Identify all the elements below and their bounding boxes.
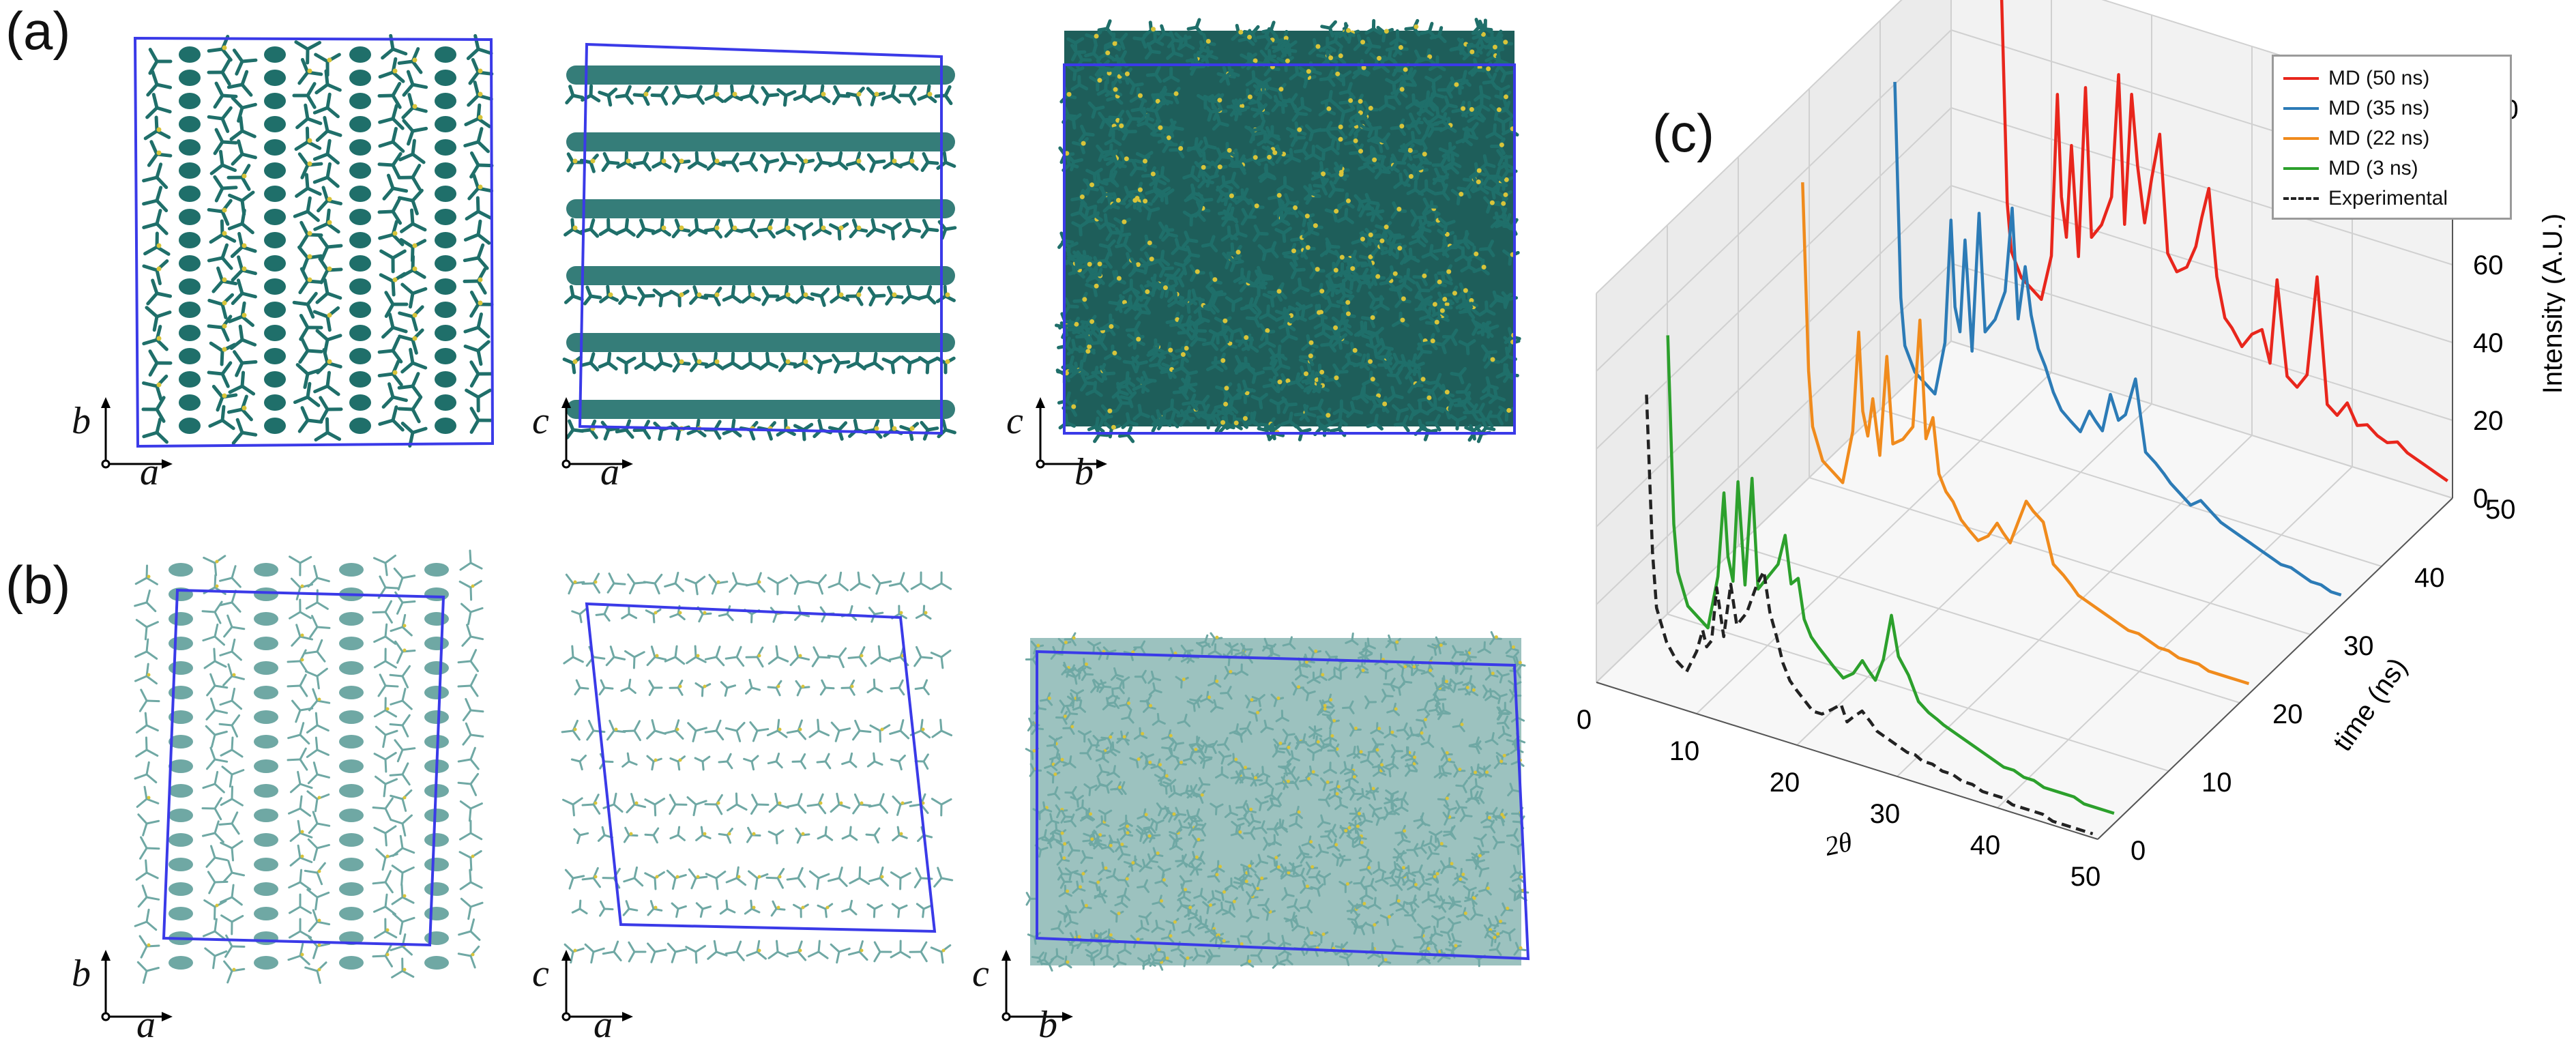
legend-swatch — [2283, 137, 2319, 140]
y-tick-label: 10 — [2201, 768, 2232, 798]
z-axis-title: Intensity (A.U.) — [2538, 214, 2565, 394]
y-axis-title: time (ns) — [2328, 652, 2413, 757]
structure-a-bc-view — [1044, 10, 1535, 461]
x-tick-label: 30 — [1870, 799, 1901, 829]
crystal-cell-b2 — [561, 571, 954, 964]
axis-label-b1-v: b — [72, 953, 91, 995]
legend-label: MD (22 ns) — [2328, 127, 2430, 149]
x-tick-label: 10 — [1669, 736, 1700, 766]
series-line-md-3-ns- — [1666, 335, 2115, 815]
axis-label-b2-h: a — [594, 1004, 613, 1046]
legend-item: MD (50 ns) — [2283, 63, 2500, 93]
xrd-waterfall-chart: 01020304050010203040500204060801002θtime… — [1577, 0, 2565, 892]
axis-label-a2-h: a — [600, 451, 619, 493]
y-tick-label: 20 — [2272, 699, 2303, 729]
crystal-cell-b1 — [134, 549, 484, 984]
x-axis-title: 2θ — [1822, 826, 1855, 862]
axis-label-b3-h: b — [1038, 1004, 1057, 1046]
legend-label: MD (50 ns) — [2328, 67, 2430, 89]
structure-a-ac-view — [559, 38, 969, 447]
axis-label-b2-v: c — [532, 953, 549, 995]
axis-label-a1-v: b — [72, 400, 91, 442]
x-tick-label: 20 — [1770, 768, 1800, 798]
crystal-cell-b3 — [1025, 630, 1530, 972]
legend-swatch — [2283, 107, 2319, 110]
axis-indicator-b2 — [559, 948, 634, 1023]
y-tick-label: 50 — [2485, 495, 2516, 525]
legend-label: MD (3 ns) — [2328, 157, 2418, 179]
panel-label-c: (c) — [1652, 103, 1714, 163]
axis-indicator-b3 — [999, 948, 1074, 1023]
z-tick-label: 0 — [2473, 484, 2488, 514]
structure-a-ab-view — [128, 34, 497, 457]
z-tick-label: 40 — [2473, 328, 2504, 358]
legend-item: Experimental — [2283, 184, 2500, 214]
legend-item: MD (22 ns) — [2283, 123, 2500, 154]
chart-legend: MD (50 ns) MD (35 ns) MD (22 ns) MD (3 ns) E… — [2272, 55, 2512, 220]
series-line-md-22-ns- — [1801, 182, 2250, 686]
y-tick-label: 30 — [2343, 631, 2374, 661]
y-tick-label: 40 — [2414, 563, 2445, 593]
legend-swatch — [2283, 77, 2319, 80]
crystal-cell-a2 — [562, 42, 957, 441]
legend-swatch — [2283, 167, 2319, 170]
axis-label-b3-v: c — [972, 953, 989, 995]
crystal-cell-a1 — [133, 34, 495, 448]
structure-b-ac-view — [559, 549, 955, 972]
panel-label-a: (a) — [5, 1, 71, 61]
y-tick-label: 0 — [2131, 836, 2146, 866]
axis-label-a1-h: a — [140, 451, 159, 493]
legend-swatch — [2283, 197, 2319, 200]
legend-label: Experimental — [2328, 187, 2448, 209]
legend-item: MD (35 ns) — [2283, 93, 2500, 123]
legend-item: MD (3 ns) — [2283, 154, 2500, 184]
chart-grid — [1596, 0, 2453, 840]
x-tick-label: 0 — [1577, 705, 1592, 735]
structure-b-ab-view — [116, 549, 498, 1000]
axis-label-a3-h: b — [1074, 451, 1094, 493]
z-tick-label: 20 — [2473, 406, 2504, 436]
x-tick-label: 50 — [2070, 862, 2101, 892]
crystal-cell-a3 — [1054, 18, 1521, 444]
panel-label-b: (b) — [5, 555, 71, 615]
legend-label: MD (35 ns) — [2328, 97, 2430, 119]
axis-label-a3-v: c — [1006, 400, 1023, 442]
axis-label-b1-h: a — [136, 1004, 156, 1046]
axis-indicator-a2 — [559, 396, 634, 471]
x-tick-label: 40 — [1970, 830, 2001, 860]
series-line-md-50-ns- — [2000, 0, 2448, 482]
series-line-experimental — [1645, 394, 2094, 836]
series-line-md-35-ns- — [1893, 82, 2342, 597]
axis-label-a2-v: c — [532, 400, 549, 442]
structure-b-bc-view — [1010, 617, 1542, 986]
axis-indicator-a3 — [1034, 396, 1109, 471]
axis-indicator-b1 — [99, 948, 174, 1023]
z-tick-label: 60 — [2473, 250, 2504, 280]
axis-indicator-a1 — [99, 396, 174, 471]
